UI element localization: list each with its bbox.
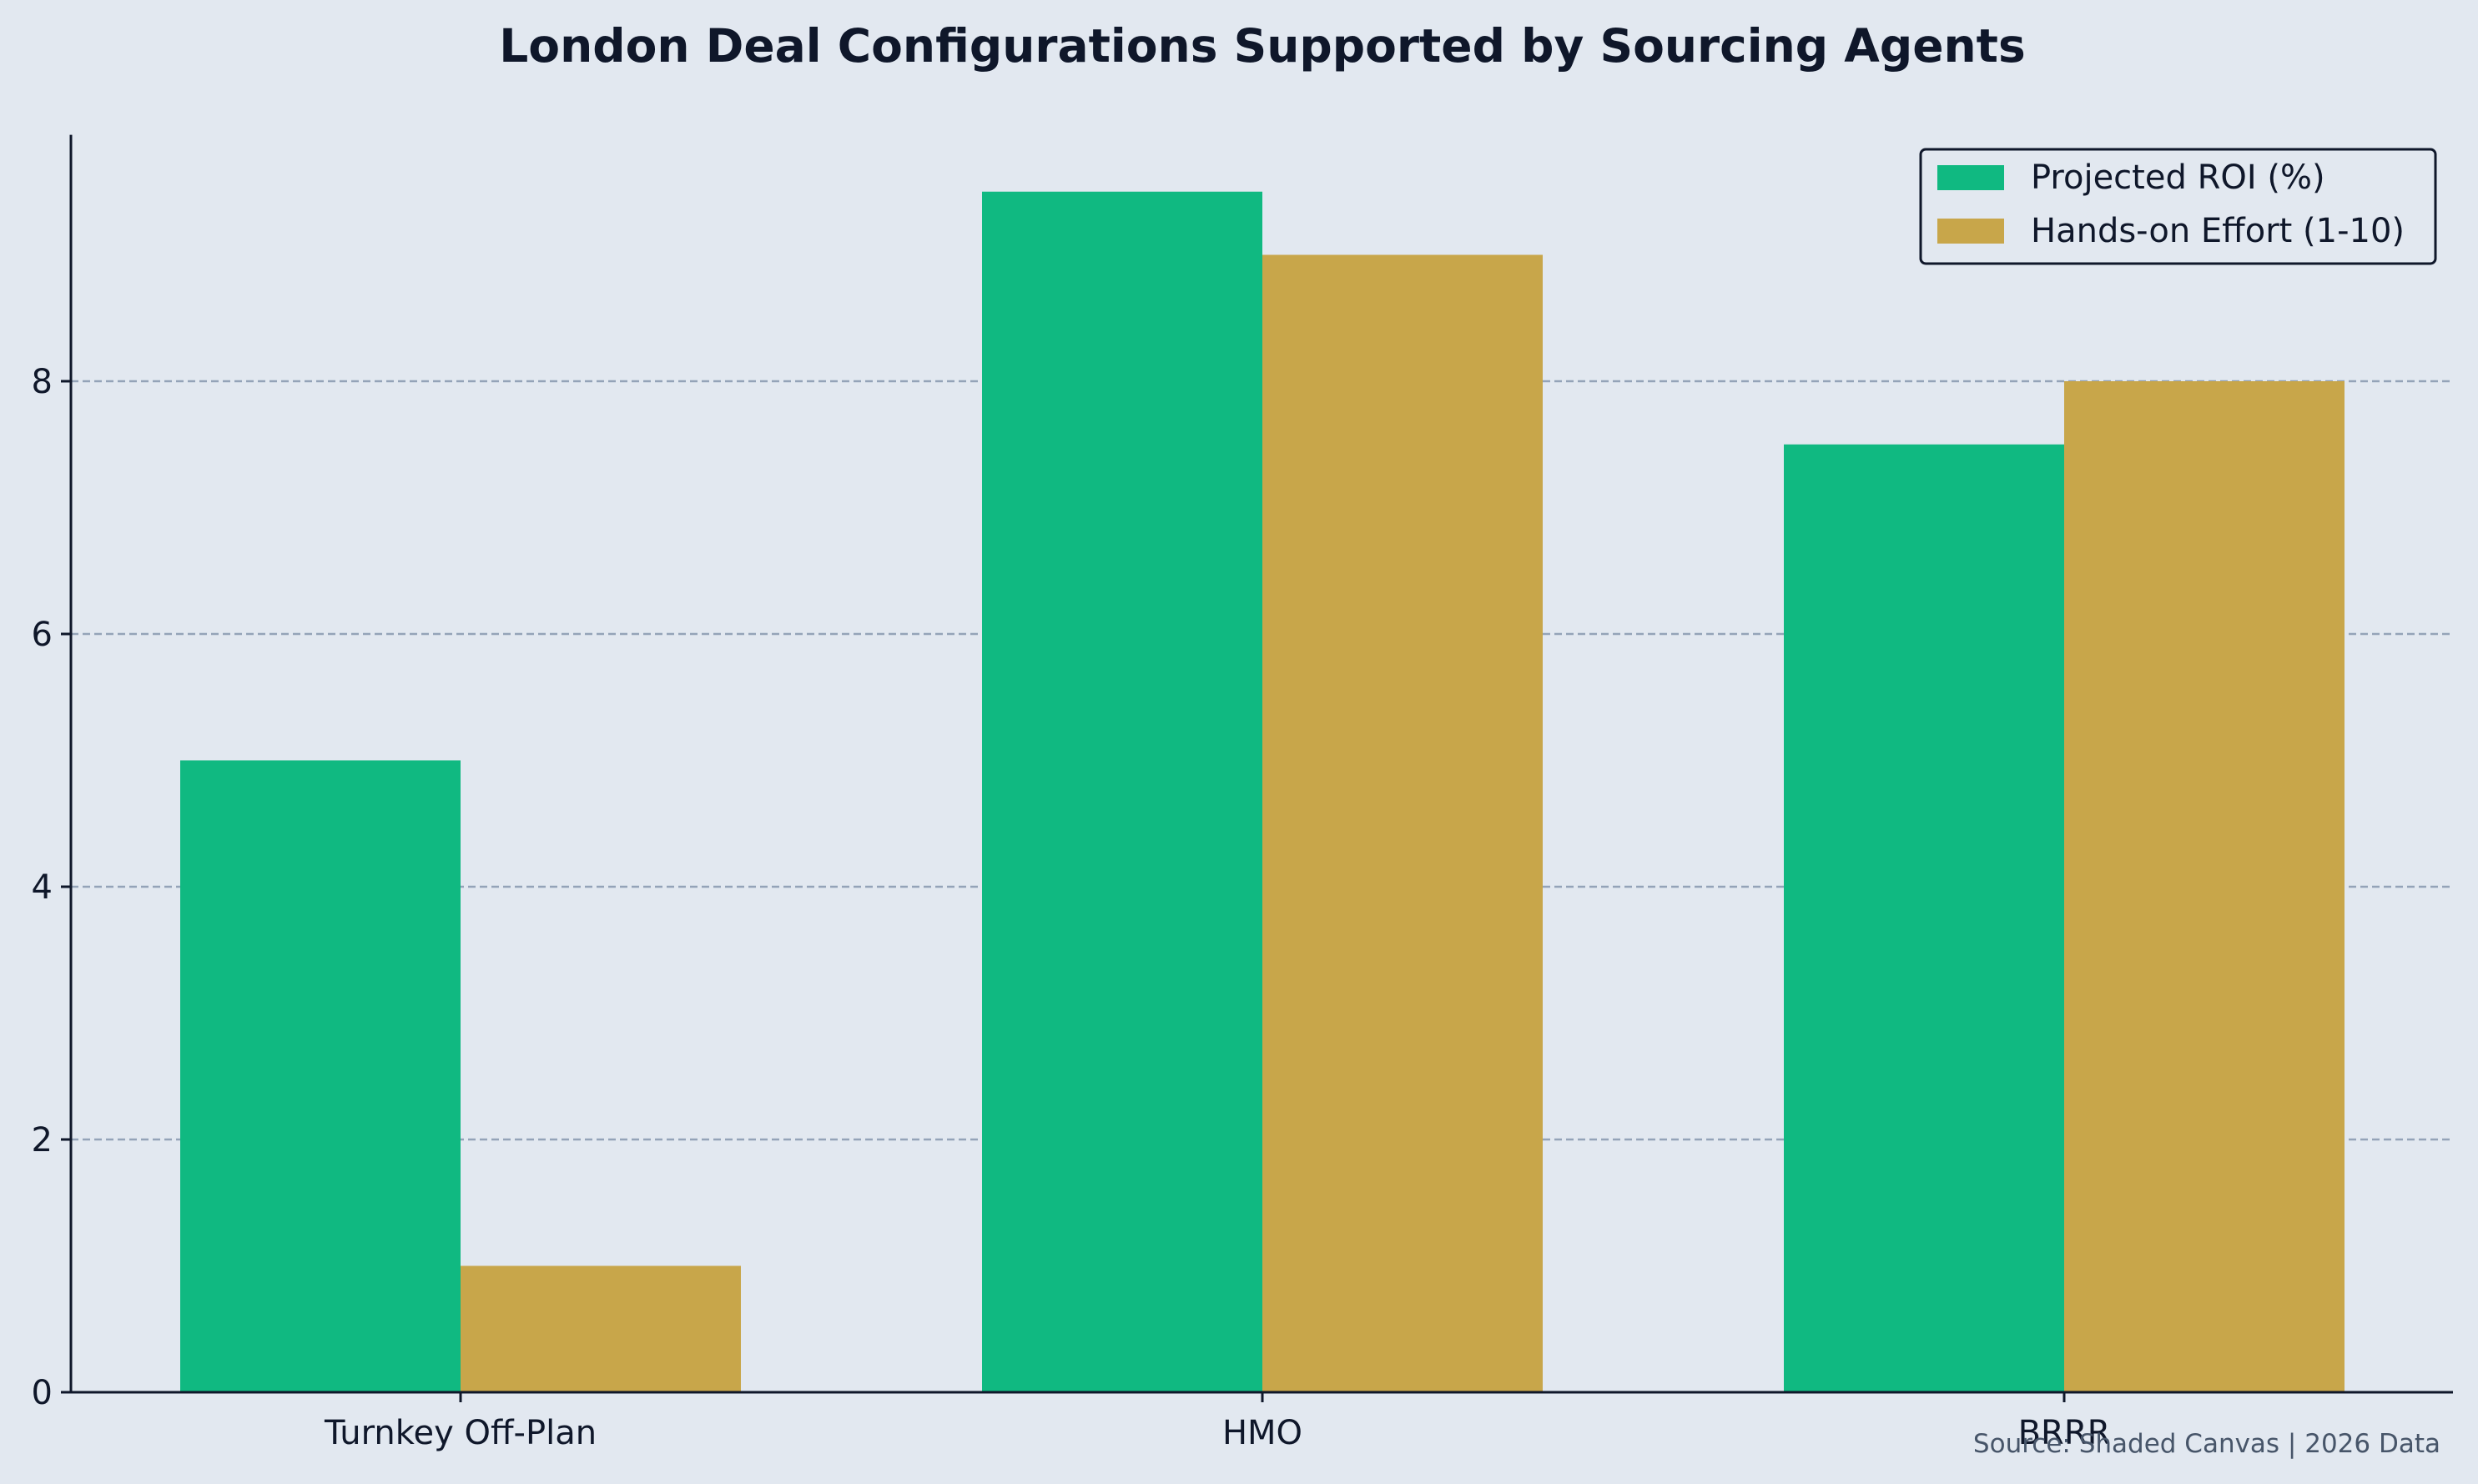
- x-tick-label-hmo: HMO: [1222, 1414, 1302, 1452]
- bars: [180, 191, 2345, 1392]
- legend-frame: [1919, 148, 2437, 265]
- legend: Projected ROI (%) Hands-on Effort (1-10): [1919, 148, 2437, 265]
- y-tick-label-4: 4: [32, 868, 53, 907]
- bar-projected-roi-turnkey-off-plan: [180, 760, 461, 1392]
- source-annotation: Source: Shaded Canvas | 2026 Data: [1973, 1429, 2440, 1459]
- x-tick-label-turnkey-off-plan: Turnkey Off-Plan: [324, 1414, 597, 1452]
- bar-hands-on-effort-turnkey-off-plan: [461, 1265, 741, 1392]
- x-axis-ticks: Turnkey Off-Plan HMO BRRR: [324, 1392, 2110, 1452]
- y-tick-label-8: 8: [32, 363, 53, 401]
- bar-projected-roi-brrr: [1784, 444, 2064, 1392]
- bar-hands-on-effort-hmo: [1262, 254, 1543, 1392]
- y-tick-label-0: 0: [32, 1374, 53, 1412]
- bar-hands-on-effort-brrr: [2064, 381, 2345, 1392]
- x-tick-label-brrr: BRRR: [2018, 1414, 2111, 1452]
- legend-label-hands-on-effort: Hands-on Effort (1-10): [2031, 212, 2405, 250]
- chart-title: London Deal Configurations Supported by …: [499, 19, 2025, 73]
- y-tick-label-6: 6: [32, 616, 53, 654]
- bar-projected-roi-hmo: [982, 191, 1262, 1392]
- y-axis-ticks: 0 2 4 6 8: [32, 363, 71, 1412]
- legend-swatch-hands-on-effort: [1937, 219, 2004, 244]
- legend-swatch-projected-roi: [1937, 165, 2004, 190]
- y-tick-label-2: 2: [32, 1121, 53, 1160]
- legend-label-projected-roi: Projected ROI (%): [2031, 158, 2325, 197]
